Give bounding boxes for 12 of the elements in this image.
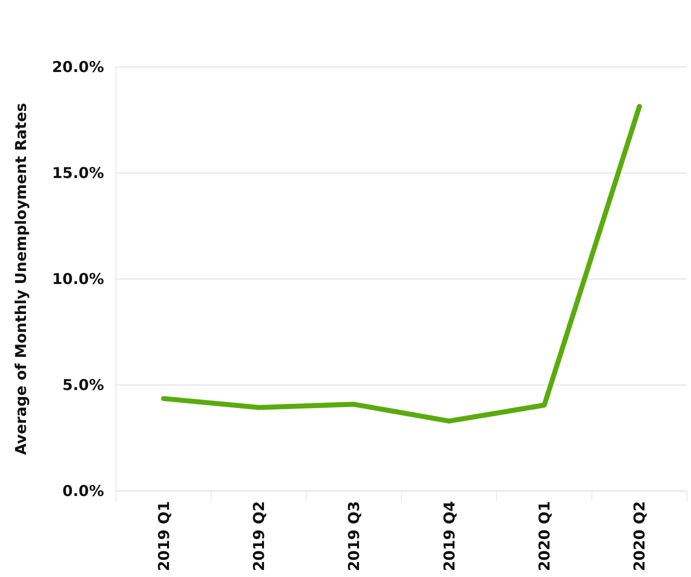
y-tick-label: 5.0% xyxy=(62,376,104,394)
x-tick-label: 2019 Q1 xyxy=(154,501,173,572)
y-tick-label: 10.0% xyxy=(52,270,104,288)
x-tick-label: 2020 Q2 xyxy=(630,501,649,572)
x-tick-label: 2020 Q1 xyxy=(536,501,554,572)
y-axis-title: Average of Monthly Unemployment Rates xyxy=(12,102,30,456)
y-tick-label: 15.0% xyxy=(52,164,104,182)
x-tick-label: 2019 Q3 xyxy=(345,501,364,572)
y-tick-label: 20.0% xyxy=(52,58,104,76)
x-tick-label: 2019 Q2 xyxy=(250,501,268,572)
y-tick-label: 0.0% xyxy=(62,482,104,500)
x-tick-label: 2019 Q4 xyxy=(440,501,458,572)
